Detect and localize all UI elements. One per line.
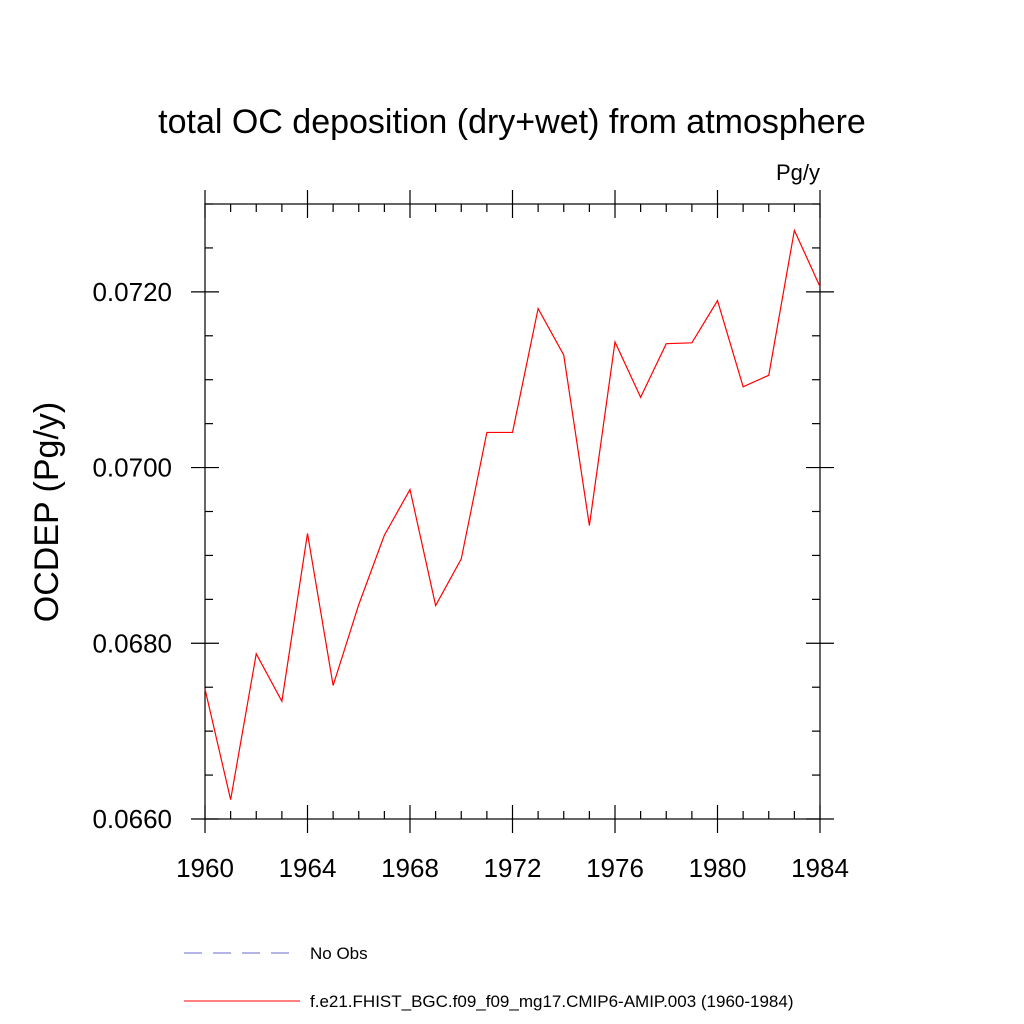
x-tick-label: 1980	[689, 853, 747, 883]
legend-label: No Obs	[310, 944, 368, 963]
axis-ticks	[191, 190, 834, 833]
plot-frame	[204, 203, 821, 820]
legend: No Obs f.e21.FHIST_BGC.f09_f09_mg17.CMIP6…	[184, 944, 794, 1011]
x-tick-label: 1984	[791, 853, 849, 883]
x-tick-label: 1964	[279, 853, 337, 883]
x-tick-label: 1976	[586, 853, 644, 883]
legend-label: f.e21.FHIST_BGC.f09_f09_mg17.CMIP6-AMIP.…	[310, 992, 794, 1011]
axis-tick-labels: 1960 1964 1968 1972 1976 1980 1984 0.0660 0.0680…	[92, 277, 848, 883]
x-tick-label: 1972	[484, 853, 542, 883]
y-tick-label: 0.0720	[92, 277, 172, 307]
y-tick-label: 0.0660	[92, 804, 172, 834]
series-line	[204, 228, 821, 800]
x-tick-label: 1968	[381, 853, 439, 883]
units-label: Pg/y	[776, 160, 820, 185]
chart-title: total OC deposition (dry+wet) from atmos…	[158, 103, 866, 141]
y-axis-label: OCDEP (Pg/y)	[28, 402, 66, 622]
y-tick-label: 0.0680	[92, 628, 172, 658]
data-series	[204, 228, 821, 800]
x-tick-label: 1960	[176, 853, 234, 883]
y-tick-label: 0.0700	[92, 453, 172, 483]
